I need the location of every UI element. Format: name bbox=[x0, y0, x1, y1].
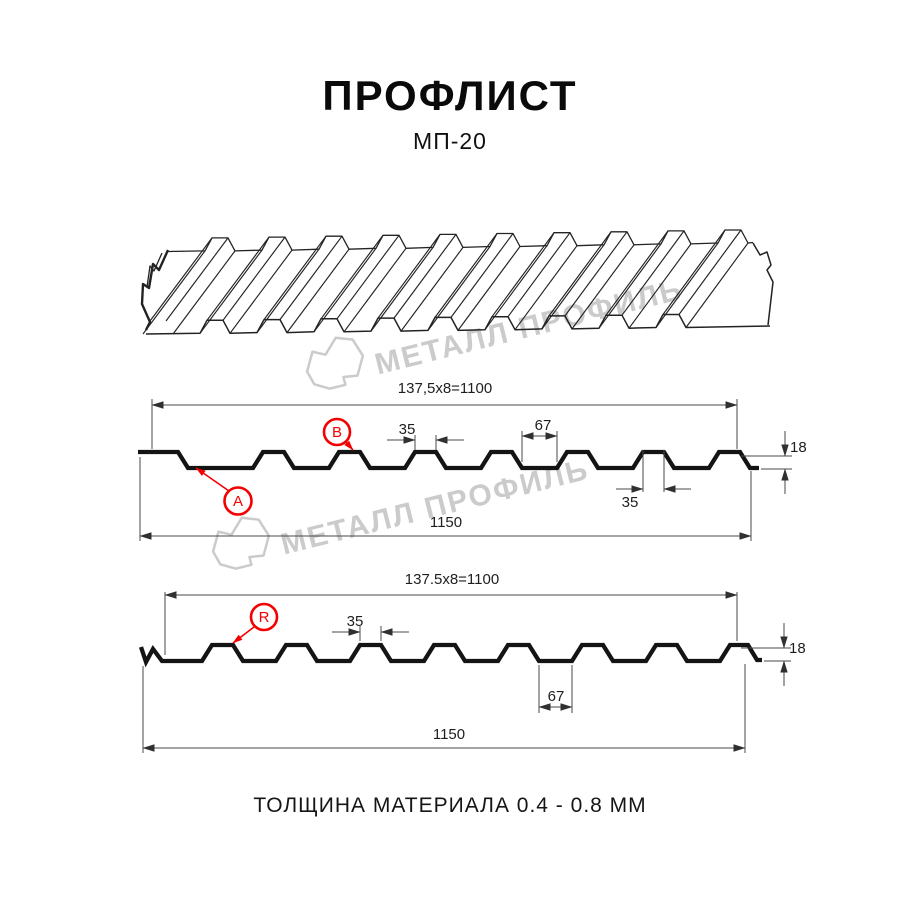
ext-line bbox=[139, 457, 752, 541]
sheet-3d-line bbox=[145, 313, 771, 335]
callout-b-letter: B bbox=[332, 424, 342, 441]
s1-valley-dim: 67 bbox=[535, 417, 552, 434]
s1-crest-bottom-dim: 35 bbox=[622, 494, 639, 511]
perspective-sheet bbox=[140, 229, 774, 335]
watermark-top: МЕТАЛЛ ПРОФИЛЬ bbox=[305, 273, 686, 390]
s1-height-dim: 18 bbox=[790, 439, 807, 456]
watermark-middle: МЕТАЛЛ ПРОФИЛЬ bbox=[211, 453, 592, 570]
brand-logo-icon bbox=[211, 516, 271, 570]
callout-a-leader bbox=[195, 467, 230, 492]
s2-overall-dim: 1150 bbox=[433, 726, 465, 743]
callout-r-letter: R bbox=[259, 609, 270, 626]
callout-r-circle bbox=[249, 602, 279, 632]
s1-overall-dim: 1150 bbox=[430, 514, 462, 531]
cross-section-2: 137.5x8=1100 R 35 67 18 1150 bbox=[138, 571, 806, 753]
ext-line bbox=[142, 664, 746, 753]
s2-coverage-dim: 137.5x8=1100 bbox=[405, 571, 499, 588]
sheet-3d-line bbox=[752, 242, 774, 326]
callout-b-leader bbox=[344, 440, 354, 451]
callout-a-circle bbox=[223, 486, 253, 516]
s1-coverage-dim: 137,5x8=1100 bbox=[398, 380, 492, 397]
cross-section-1: 137,5x8=1100 35 67 B A 35 bbox=[138, 380, 807, 541]
callout-a-letter: A bbox=[233, 493, 243, 510]
sheet-3d-line bbox=[167, 229, 754, 253]
page-subtitle: МП-20 bbox=[413, 128, 487, 154]
section2-profile bbox=[138, 642, 762, 668]
s1-crest-dim: 35 bbox=[399, 421, 416, 438]
s2-height-dim: 18 bbox=[789, 640, 806, 657]
s2-valley-dim: 67 bbox=[548, 688, 565, 705]
section1-profile bbox=[138, 449, 759, 471]
ext-line bbox=[164, 592, 738, 655]
s2-crest-dim: 35 bbox=[347, 613, 364, 630]
ext-line bbox=[642, 450, 665, 492]
callout-b-circle bbox=[322, 417, 352, 447]
sheet-3d-line bbox=[141, 252, 163, 301]
ext-line bbox=[414, 435, 437, 450]
sheet-3d-line bbox=[142, 229, 749, 335]
brand-logo-icon bbox=[305, 336, 365, 390]
page-title: ПРОФЛИСТ bbox=[322, 72, 578, 119]
material-thickness-note: ТОЛЩИНА МАТЕРИАЛА 0.4 - 0.8 ММ bbox=[253, 794, 647, 817]
callout-r-leader bbox=[232, 626, 255, 644]
